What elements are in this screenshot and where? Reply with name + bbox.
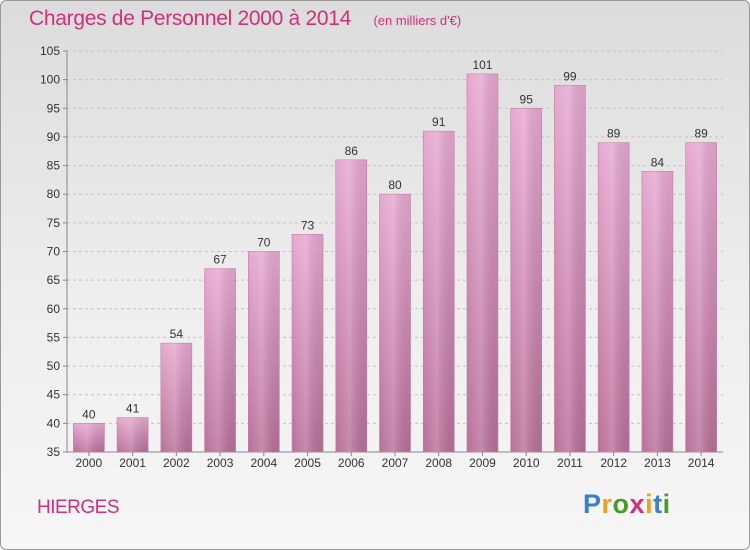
value-label: 89 [694, 127, 708, 141]
chart-title-row: Charges de Personnel 2000 à 2014 (en mil… [29, 7, 461, 31]
bar-sheen [248, 251, 280, 452]
bar-sheen [466, 73, 498, 453]
y-tick-label: 40 [47, 416, 61, 430]
chart-title: Charges de Personnel 2000 à 2014 [29, 7, 351, 30]
logo-letter: o [612, 489, 630, 519]
value-label: 101 [472, 58, 492, 72]
y-tick-label: 80 [47, 187, 61, 201]
proxiti-logo[interactable]: Proxiti [583, 489, 671, 520]
x-tick-label: 2012 [600, 456, 627, 470]
logo-letter: x [629, 489, 646, 519]
bar-sheen [117, 417, 149, 452]
y-tick-label: 45 [47, 388, 61, 402]
bar-sheen [598, 142, 630, 452]
value-label: 70 [257, 236, 271, 250]
value-label: 73 [301, 218, 315, 232]
x-tick-label: 2001 [119, 456, 146, 470]
x-tick-label: 2004 [250, 456, 277, 470]
bar-sheen [292, 234, 324, 452]
bars [73, 73, 717, 453]
value-label: 91 [432, 115, 446, 129]
y-tick-label: 105 [40, 44, 60, 58]
x-tick-label: 2003 [207, 456, 234, 470]
y-tick-label: 55 [47, 330, 61, 344]
value-label: 67 [213, 253, 227, 267]
commune-name: HIERGES [37, 497, 120, 518]
labels: 40 2000 41 2001 54 2002 67 2003 70 2004 73 2005 86 20… [76, 58, 715, 470]
value-label: 86 [345, 144, 359, 158]
logo-letter: r [601, 489, 613, 519]
x-tick-label: 2002 [163, 456, 190, 470]
bar-sheen [510, 108, 542, 453]
x-tick-label: 2011 [557, 456, 583, 470]
bar-sheen [204, 268, 236, 452]
y-tick-label: 85 [47, 159, 61, 173]
y-tick-label: 60 [47, 302, 61, 316]
chart-unit: (en milliers d'€) [373, 13, 462, 28]
x-tick-label: 2010 [513, 456, 540, 470]
value-label: 41 [126, 402, 140, 416]
value-label: 99 [563, 69, 577, 83]
bar-sheen [379, 194, 411, 452]
value-label: 95 [520, 92, 534, 106]
bar-sheen [335, 159, 367, 453]
bar-sheen [641, 171, 673, 453]
y-tick-label: 65 [47, 273, 61, 287]
y-tick-label: 35 [47, 445, 61, 459]
value-label: 80 [388, 178, 402, 192]
value-label: 40 [82, 407, 96, 421]
value-label: 89 [607, 127, 621, 141]
logo-letter: i [645, 489, 654, 519]
value-label: 84 [651, 155, 665, 169]
bar-sheen [423, 131, 455, 452]
x-tick-label: 2009 [469, 456, 496, 470]
y-tick-label: 90 [47, 130, 61, 144]
logo-letter: i [662, 489, 671, 519]
y-tick-label: 50 [47, 359, 61, 373]
bar-sheen [685, 142, 717, 452]
x-tick-label: 2006 [338, 456, 365, 470]
bar-sheen [160, 343, 192, 452]
x-tick-label: 2014 [688, 456, 715, 470]
y-tick-label: 75 [47, 216, 61, 230]
x-tick-label: 2000 [76, 456, 103, 470]
x-tick-label: 2013 [644, 456, 671, 470]
bar-sheen [554, 85, 586, 452]
bar-sheen [73, 423, 105, 452]
y-tick-label: 70 [47, 245, 61, 259]
x-tick-label: 2007 [382, 456, 409, 470]
logo-letter: P [583, 489, 602, 519]
y-tick-label: 100 [40, 73, 60, 87]
y-tick-label: 95 [47, 101, 61, 115]
x-tick-label: 2008 [425, 456, 452, 470]
x-tick-label: 2005 [294, 456, 321, 470]
value-label: 54 [170, 327, 184, 341]
logo-letter: t [653, 489, 663, 519]
